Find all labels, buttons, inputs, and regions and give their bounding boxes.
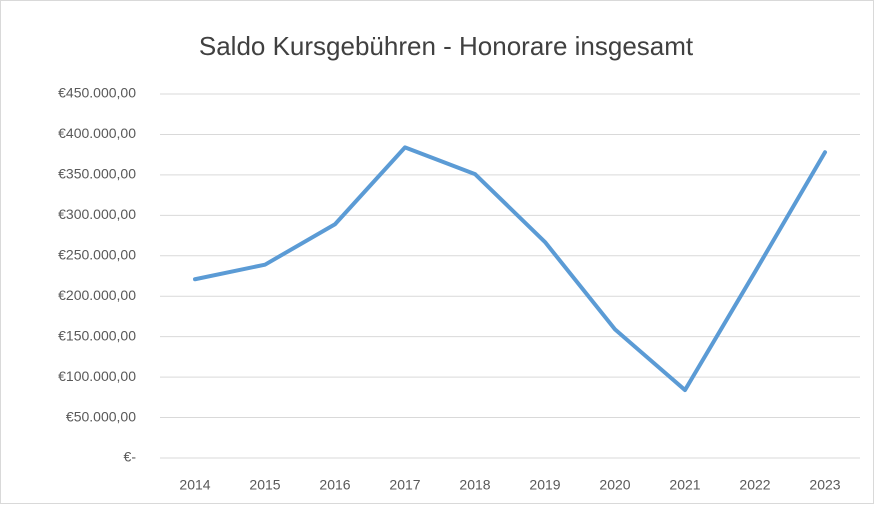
x-tick-label: 2022 xyxy=(739,477,770,493)
x-tick-label: 2018 xyxy=(459,477,490,493)
y-tick-label: €450.000,00 xyxy=(58,85,136,101)
x-tick-label: 2015 xyxy=(249,477,280,493)
y-tick-label: €250.000,00 xyxy=(58,246,136,262)
x-tick-label: 2023 xyxy=(809,477,840,493)
y-tick-label: €150.000,00 xyxy=(58,327,136,343)
y-tick-label: €350.000,00 xyxy=(58,166,136,182)
y-tick-label: €100.000,00 xyxy=(58,368,136,384)
x-tick-label: 2016 xyxy=(319,477,350,493)
y-tick-label: €300.000,00 xyxy=(58,206,136,222)
x-tick-label: 2021 xyxy=(669,477,700,493)
x-tick-label: 2017 xyxy=(389,477,420,493)
y-tick-label: €400.000,00 xyxy=(58,125,136,141)
y-tick-label: €200.000,00 xyxy=(58,287,136,303)
x-tick-label: 2019 xyxy=(529,477,560,493)
y-tick-label: €50.000,00 xyxy=(66,408,136,424)
x-tick-label: 2014 xyxy=(179,477,210,493)
x-tick-label: 2020 xyxy=(599,477,630,493)
chart-title: Saldo Kursgebühren - Honorare insgesamt xyxy=(199,31,694,61)
data-line xyxy=(193,145,827,393)
y-tick-label: €- xyxy=(124,449,137,465)
